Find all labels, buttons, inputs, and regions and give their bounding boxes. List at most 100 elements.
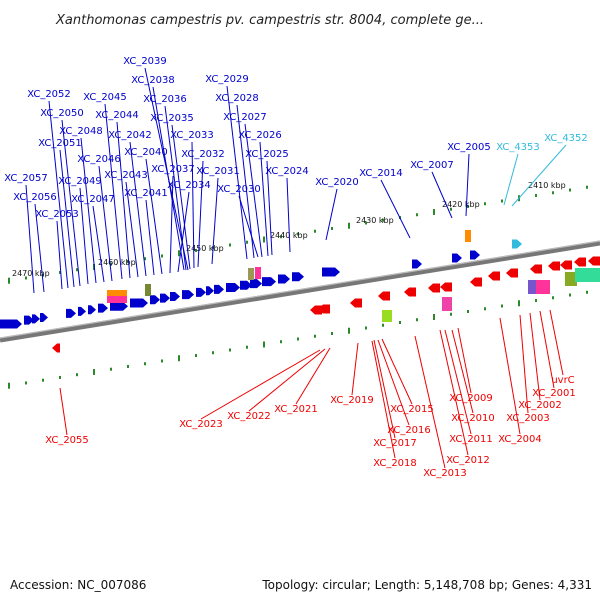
gene-label[interactable]: XC_2013 — [423, 468, 467, 479]
gene-label[interactable]: XC_2015 — [390, 404, 434, 415]
forward-gene-arrow[interactable] — [24, 315, 34, 325]
forward-gene-arrow[interactable] — [40, 313, 48, 323]
gene-label[interactable]: XC_4352 — [544, 133, 588, 144]
rna-gene-arrow[interactable] — [512, 239, 522, 249]
gene-label[interactable]: XC_2022 — [227, 411, 271, 422]
gene-label[interactable]: XC_2027 — [223, 112, 267, 123]
feature-block[interactable] — [382, 310, 392, 322]
gene-label[interactable]: XC_2052 — [27, 89, 71, 100]
gene-label[interactable]: XC_2043 — [104, 170, 148, 181]
gene-label[interactable]: XC_2019 — [330, 395, 374, 406]
reverse-gene-arrow[interactable] — [310, 305, 322, 315]
gene-label[interactable]: XC_2032 — [181, 149, 225, 160]
forward-gene-arrow[interactable] — [206, 286, 214, 296]
gene-label[interactable]: XC_2026 — [238, 130, 282, 141]
feature-block[interactable] — [145, 284, 151, 296]
gene-label[interactable]: XC_2023 — [179, 419, 223, 430]
reverse-gene-arrow[interactable] — [350, 298, 362, 308]
reverse-gene-arrow[interactable] — [530, 264, 542, 274]
forward-gene-arrow[interactable] — [160, 293, 170, 303]
forward-gene-arrow[interactable] — [452, 253, 462, 263]
forward-gene-arrow[interactable] — [0, 319, 22, 329]
gene-label[interactable]: XC_2025 — [245, 149, 289, 160]
forward-gene-arrow[interactable] — [78, 306, 86, 316]
gene-label[interactable]: XC_2041 — [124, 188, 168, 199]
reverse-gene-arrow[interactable] — [378, 291, 390, 301]
feature-block[interactable] — [107, 296, 127, 303]
gene-label[interactable]: XC_2040 — [124, 147, 168, 158]
reverse-gene-arrow[interactable] — [588, 256, 600, 266]
gene-label[interactable]: XC_2024 — [265, 166, 309, 177]
gene-label[interactable]: XC_2049 — [58, 176, 102, 187]
gene-label[interactable]: XC_2036 — [143, 94, 187, 105]
gene-label[interactable]: XC_2035 — [150, 113, 194, 124]
feature-block[interactable] — [442, 297, 452, 311]
gene-label[interactable]: XC_2020 — [315, 177, 359, 188]
gene-label[interactable]: XC_2009 — [449, 393, 493, 404]
gene-label[interactable]: XC_2044 — [95, 110, 139, 121]
gene-label[interactable]: XC_2042 — [108, 130, 152, 141]
gene-label[interactable]: XC_4353 — [496, 142, 540, 153]
reverse-gene-arrow[interactable] — [52, 343, 60, 353]
gene-label[interactable]: XC_2045 — [83, 92, 127, 103]
gene-label[interactable]: XC_2010 — [451, 413, 495, 424]
reverse-gene-arrow[interactable] — [560, 260, 572, 270]
forward-gene-arrow[interactable] — [66, 308, 76, 318]
gene-label[interactable]: XC_2057 — [4, 173, 48, 184]
forward-gene-arrow[interactable] — [150, 295, 160, 305]
gene-label[interactable]: XC_2028 — [215, 93, 259, 104]
gene-label[interactable]: XC_2004 — [498, 434, 542, 445]
feature-block[interactable] — [107, 290, 127, 297]
gene-label[interactable]: XC_2039 — [123, 56, 167, 67]
gene-label[interactable]: XC_2056 — [13, 192, 57, 203]
feature-block[interactable] — [248, 268, 254, 280]
gene-label[interactable]: XC_2051 — [38, 138, 82, 149]
forward-gene-arrow[interactable] — [88, 305, 96, 315]
gene-label[interactable]: XC_2050 — [40, 108, 84, 119]
forward-gene-arrow[interactable] — [250, 279, 262, 289]
gene-label[interactable]: XC_2030 — [217, 184, 261, 195]
gene-label[interactable]: XC_2014 — [359, 168, 403, 179]
gene-label[interactable]: XC_2018 — [373, 458, 417, 469]
reverse-gene-arrow[interactable] — [318, 304, 330, 314]
gene-label[interactable]: XC_2038 — [131, 75, 175, 86]
gene-label[interactable]: XC_2021 — [274, 404, 318, 415]
feature-block[interactable] — [565, 272, 577, 286]
gene-label[interactable]: uvrC — [551, 375, 574, 386]
feature-block[interactable] — [255, 267, 261, 279]
forward-gene-arrow[interactable] — [32, 314, 40, 324]
gene-label[interactable]: XC_2011 — [449, 434, 493, 445]
gene-label[interactable]: XC_2046 — [77, 154, 121, 165]
forward-gene-arrow[interactable] — [214, 284, 224, 294]
gene-label[interactable]: XC_2053 — [35, 209, 79, 220]
gene-label[interactable]: XC_2031 — [196, 166, 240, 177]
forward-gene-arrow[interactable] — [226, 282, 240, 292]
reverse-gene-arrow[interactable] — [548, 261, 560, 271]
forward-gene-arrow[interactable] — [182, 290, 194, 300]
gene-label[interactable]: XC_2007 — [410, 160, 454, 171]
reverse-gene-arrow[interactable] — [506, 268, 518, 278]
gene-label[interactable]: XC_2048 — [59, 126, 103, 137]
forward-gene-arrow[interactable] — [262, 277, 276, 287]
gene-label[interactable]: XC_2033 — [170, 130, 214, 141]
forward-gene-arrow[interactable] — [278, 274, 290, 284]
reverse-gene-arrow[interactable] — [470, 277, 482, 287]
gene-label[interactable]: XC_2055 — [45, 435, 89, 446]
gene-label[interactable]: XC_2047 — [71, 194, 115, 205]
forward-gene-arrow[interactable] — [322, 267, 340, 277]
reverse-gene-arrow[interactable] — [574, 257, 586, 267]
gene-label[interactable]: XC_2029 — [205, 74, 249, 85]
forward-gene-arrow[interactable] — [412, 259, 422, 269]
gene-label[interactable]: XC_2002 — [518, 400, 562, 411]
gene-label[interactable]: XC_2017 — [373, 438, 417, 449]
forward-gene-arrow[interactable] — [196, 287, 206, 297]
gene-label[interactable]: XC_2003 — [506, 413, 550, 424]
reverse-gene-arrow[interactable] — [428, 283, 440, 293]
feature-block[interactable] — [575, 268, 600, 282]
reverse-gene-arrow[interactable] — [404, 287, 416, 297]
forward-gene-arrow[interactable] — [240, 280, 252, 290]
gene-label[interactable]: XC_2016 — [387, 425, 431, 436]
gene-label[interactable]: XC_2001 — [532, 388, 576, 399]
forward-gene-arrow[interactable] — [110, 301, 128, 311]
forward-gene-arrow[interactable] — [130, 298, 148, 308]
